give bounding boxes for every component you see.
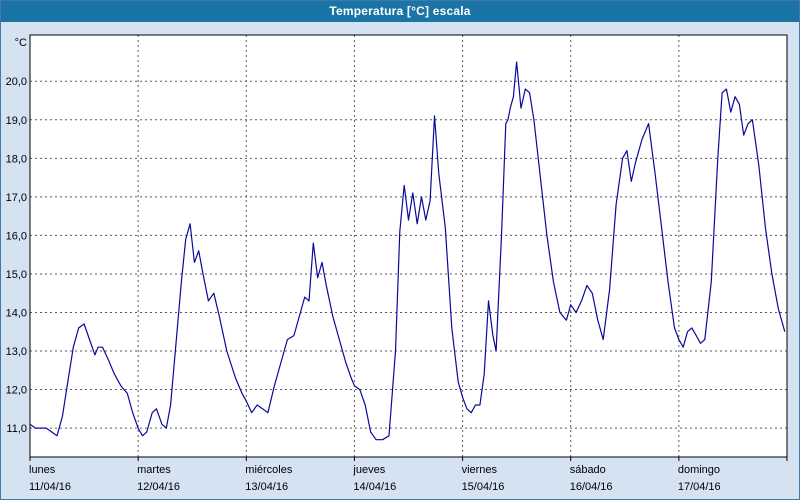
x-date-label: 15/04/16 — [462, 481, 505, 493]
y-tick-label: 11,0 — [6, 423, 27, 435]
plot-border — [29, 34, 788, 458]
title-bar: Temperatura [°C] escala — [1, 1, 799, 22]
x-day-label: martes — [137, 464, 171, 476]
x-day-label: sábado — [570, 464, 606, 476]
y-tick-label: 18,0 — [6, 153, 27, 165]
x-date-label: 17/04/16 — [678, 481, 721, 493]
x-date-label: 16/04/16 — [570, 481, 613, 493]
y-tick-label: 15,0 — [6, 269, 27, 281]
x-date-label: 14/04/16 — [353, 481, 396, 493]
x-date-label: 12/04/16 — [137, 481, 180, 493]
y-tick-label: 20,0 — [6, 76, 27, 88]
temperature-chart-svg: 11,0 12,0 13,0 14,0 15,0 16,0 17,0 18,0 19,0 20,0… — [6, 34, 788, 493]
y-tick-label: 17,0 — [6, 192, 27, 204]
y-tick-label: 19,0 — [6, 115, 27, 127]
chart-area: 11,0 12,0 13,0 14,0 15,0 16,0 17,0 18,0 19,0 20,0… — [1, 22, 799, 499]
y-tick-label: 12,0 — [6, 385, 27, 397]
x-day-label: domingo — [678, 464, 720, 476]
x-day-label: miércoles — [245, 464, 293, 476]
y-tick-label: 16,0 — [6, 230, 27, 242]
x-day-label: viernes — [462, 464, 498, 476]
y-tick-label: 13,0 — [6, 346, 27, 358]
x-date-label: 11/04/16 — [29, 481, 71, 493]
unit-label: °C — [15, 37, 27, 49]
temperature-line — [29, 61, 786, 441]
y-tick-label: 14,0 — [6, 307, 27, 319]
plot-background — [30, 35, 787, 457]
window-title: Temperatura [°C] escala — [329, 4, 471, 18]
x-day-label: jueves — [352, 464, 385, 476]
x-day-label: lunes — [29, 464, 56, 476]
x-date-label: 13/04/16 — [245, 481, 288, 493]
